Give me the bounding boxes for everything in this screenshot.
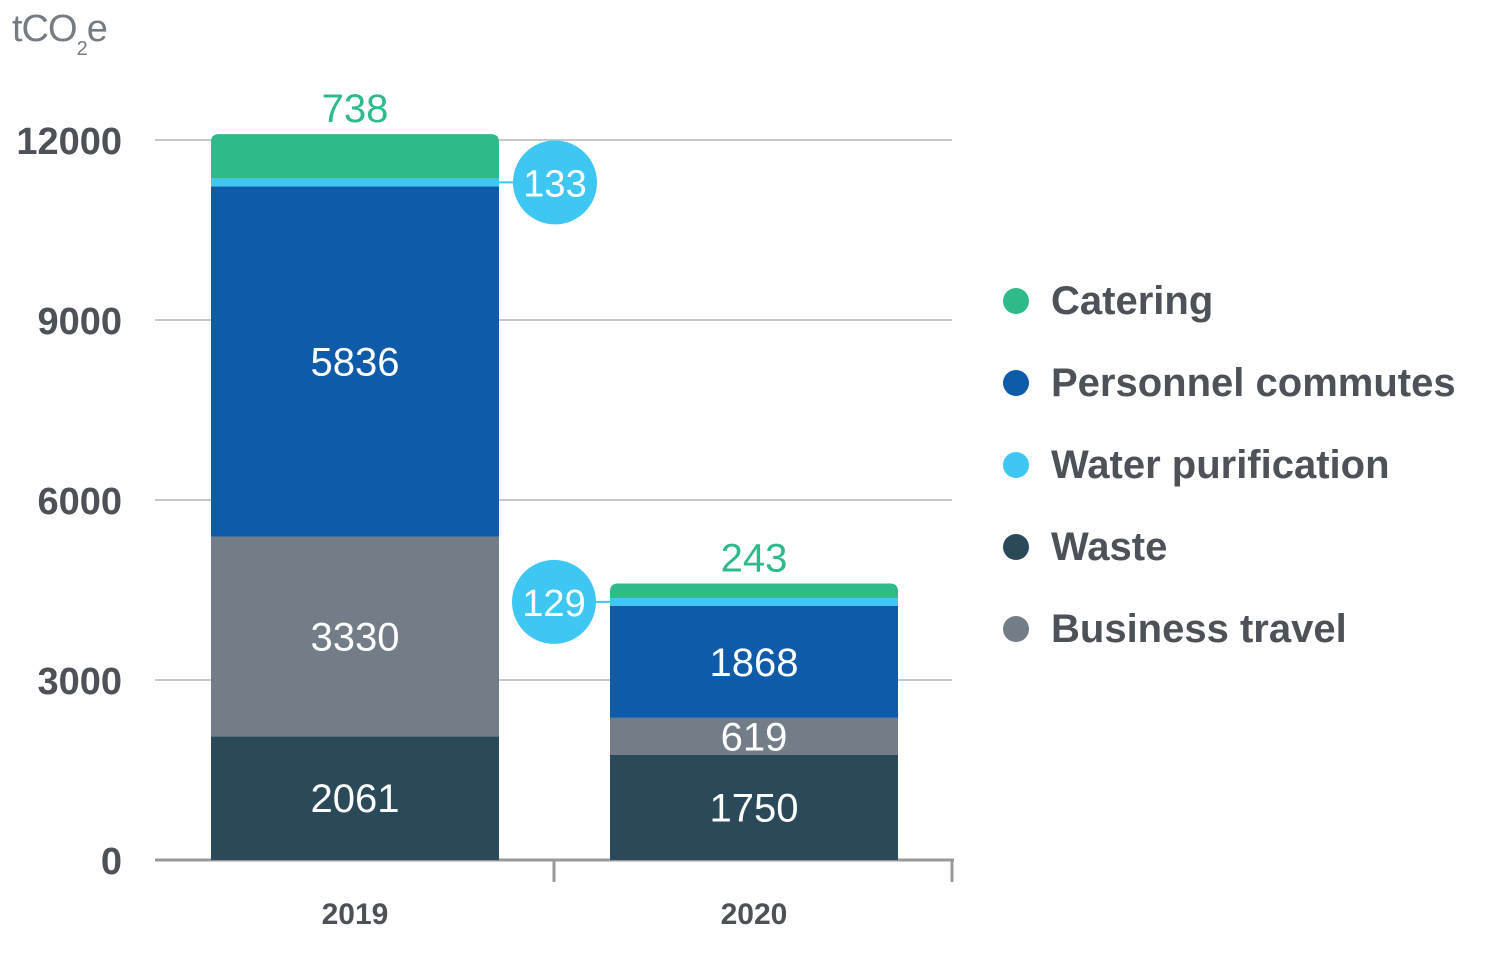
legend-item: Water purification — [1003, 424, 1456, 506]
data-label-waste-2020: 1750 — [710, 787, 799, 831]
legend-swatch — [1003, 288, 1029, 314]
legend-label: Personnel commutes — [1051, 360, 1456, 405]
y-tick-label: 3000 — [37, 661, 122, 703]
bar-segment-waste-2019 — [211, 736, 499, 860]
bar-segment-business-travel-2020 — [610, 717, 898, 755]
y-tick-label: 12000 — [16, 121, 122, 163]
legend-swatch — [1003, 534, 1029, 560]
x-tick-label: 2019 — [322, 898, 389, 931]
unit-main: tCO — [12, 8, 78, 50]
data-label-personnel-commutes-2020: 1868 — [710, 641, 799, 685]
data-label-business-travel-2020: 619 — [721, 715, 788, 759]
legend-swatch — [1003, 452, 1029, 478]
legend-label: Business travel — [1051, 606, 1347, 651]
data-label-business-travel-2019: 3330 — [311, 615, 400, 659]
legend-item: Catering — [1003, 260, 1456, 342]
legend-swatch — [1003, 616, 1029, 642]
y-tick-label: 6000 — [37, 481, 122, 523]
bar-segment-water-purification-2020 — [610, 598, 898, 606]
bar-segment-catering-2019 — [211, 134, 499, 179]
legend-label: Catering — [1051, 278, 1214, 323]
y-tick-label: 9000 — [37, 301, 122, 343]
legend-label: Water purification — [1051, 442, 1390, 487]
data-label-water-purification-2019: 133 — [523, 163, 586, 205]
legend-label: Waste — [1051, 524, 1168, 569]
bar-segment-water-purification-2019 — [211, 178, 499, 187]
legend: Catering Personnel commutes Water purifica… — [1003, 260, 1456, 670]
y-axis-unit-label: tCO2e — [12, 8, 108, 60]
data-label-bubble-2019 — [513, 140, 597, 225]
bar-segment-personnel-commutes-2019 — [211, 186, 499, 537]
data-label-catering-2019: 738 — [322, 87, 389, 131]
y-tick-label: 0 — [101, 841, 122, 883]
x-tick-label: 2020 — [721, 898, 788, 931]
data-label-waste-2019: 2061 — [311, 777, 400, 821]
bar-segment-catering-2020 — [610, 583, 898, 599]
legend-item: Personnel commutes — [1003, 342, 1456, 424]
legend-item: Waste — [1003, 506, 1456, 588]
data-label-catering-2020: 243 — [721, 536, 788, 580]
bar-segment-personnel-commutes-2020 — [610, 605, 898, 718]
legend-item: Business travel — [1003, 588, 1456, 670]
unit-suffix: e — [86, 8, 108, 50]
bar-segment-waste-2020 — [610, 755, 898, 860]
data-label-personnel-commutes-2019: 5836 — [311, 340, 400, 384]
unit-subscript: 2 — [76, 38, 88, 60]
bar-segment-business-travel-2019 — [211, 536, 499, 737]
data-label-water-purification-2020: 129 — [522, 583, 585, 625]
legend-swatch — [1003, 370, 1029, 396]
data-label-bubble-2020 — [512, 559, 596, 644]
